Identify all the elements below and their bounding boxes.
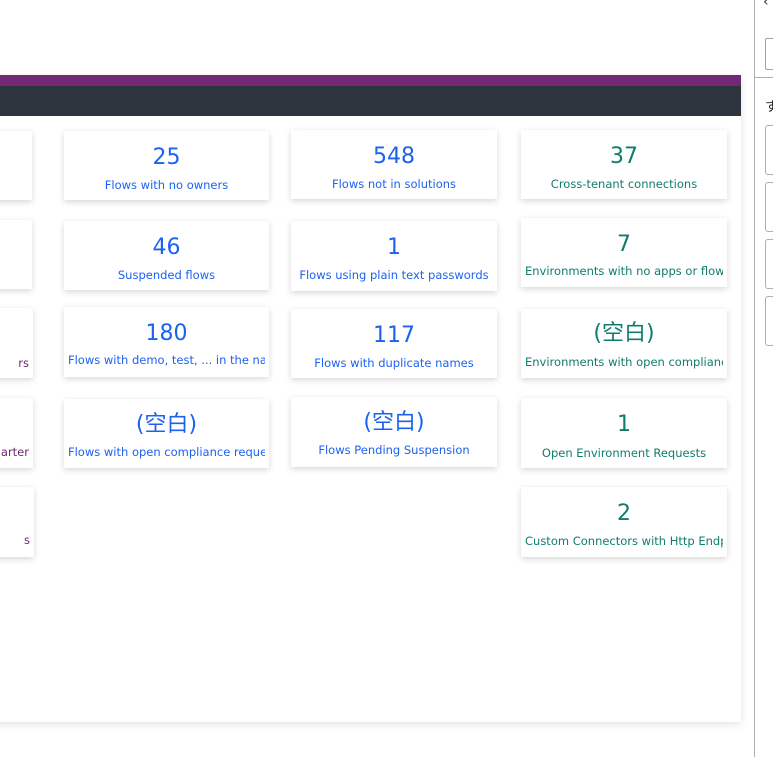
metric-label: Flows with demo, test, ... in the name bbox=[68, 353, 265, 367]
metric-label: Flows using plain text passwords bbox=[299, 268, 489, 282]
metric-value: (空白) bbox=[363, 410, 425, 435]
metric-label: Open Environment Requests bbox=[541, 446, 707, 460]
metric-label: Suspended flows bbox=[117, 268, 216, 282]
metric-label: Flows with no owners bbox=[104, 178, 229, 192]
metric-value: 180 bbox=[145, 321, 188, 346]
pane-card[interactable] bbox=[765, 296, 773, 346]
metric-value: 1 bbox=[617, 412, 631, 437]
search-input[interactable] bbox=[765, 38, 773, 70]
metric-label: Flows with open compliance reque... bbox=[68, 445, 265, 459]
metric-card-flows-demo-test[interactable]: 180 Flows with demo, test, ... in the na… bbox=[64, 307, 269, 377]
metric-value: 7 bbox=[617, 232, 631, 257]
chevron-left-icon[interactable]: ‹ bbox=[763, 0, 769, 10]
metric-card-partial[interactable]: uarter bbox=[0, 398, 33, 468]
metric-card-custom-connectors-http[interactable]: 2 Custom Connectors with Http Endp... bbox=[521, 487, 727, 557]
report-title-bar bbox=[0, 86, 741, 116]
metric-card-flows-duplicate-names[interactable]: 117 Flows with duplicate names bbox=[291, 309, 497, 378]
metric-label: Cross-tenant connections bbox=[550, 177, 698, 191]
pane-card[interactable] bbox=[765, 239, 773, 289]
pane-card[interactable] bbox=[765, 182, 773, 232]
metric-card-cross-tenant-connections[interactable]: 37 Cross-tenant connections bbox=[521, 130, 727, 199]
pane-divider bbox=[755, 77, 773, 78]
metric-value: 548 bbox=[373, 144, 415, 169]
report-canvas: rs uarter s 25 Flows with no owners 46 S… bbox=[0, 75, 741, 722]
metric-card-flows-plain-text-passwords[interactable]: 1 Flows using plain text passwords bbox=[291, 221, 497, 291]
metric-card-partial[interactable]: s bbox=[0, 487, 34, 557]
pane-section-label: す bbox=[765, 100, 773, 115]
metric-card-partial[interactable] bbox=[0, 220, 32, 289]
metric-label: Custom Connectors with Http Endp... bbox=[525, 534, 723, 548]
metric-label: Flows with duplicate names bbox=[314, 356, 474, 370]
metric-card-flows-not-in-solutions[interactable]: 548 Flows not in solutions bbox=[291, 130, 497, 199]
metric-value: 1 bbox=[387, 235, 401, 260]
right-pane: ‹ す bbox=[754, 0, 773, 757]
metric-card-open-environment-requests[interactable]: 1 Open Environment Requests bbox=[521, 398, 727, 468]
metric-card-environments-open-compliance[interactable]: (空白) Environments with open complianc... bbox=[521, 309, 727, 378]
metric-label: Flows not in solutions bbox=[331, 177, 457, 191]
metric-value: (空白) bbox=[593, 321, 655, 346]
metric-card-flows-pending-suspension[interactable]: (空白) Flows Pending Suspension bbox=[291, 397, 497, 467]
metric-card-environments-no-apps-flows[interactable]: 7 Environments with no apps or flows bbox=[521, 218, 727, 287]
metric-label: uarter bbox=[0, 445, 29, 459]
metric-value: 37 bbox=[610, 144, 638, 169]
report-page: rs uarter s 25 Flows with no owners 46 S… bbox=[0, 75, 741, 722]
metric-value: 25 bbox=[152, 145, 181, 170]
metric-card-partial[interactable]: rs bbox=[0, 308, 33, 378]
metric-label: s bbox=[24, 533, 30, 547]
metric-card-flows-open-compliance[interactable]: (空白) Flows with open compliance reque... bbox=[64, 399, 269, 468]
metric-value: (空白) bbox=[135, 412, 198, 437]
metric-label: Environments with open complianc... bbox=[525, 355, 723, 369]
metric-label: Environments with no apps or flows bbox=[525, 264, 723, 278]
metric-label: rs bbox=[18, 356, 29, 370]
metric-value: 46 bbox=[152, 235, 181, 260]
pane-card[interactable] bbox=[765, 125, 773, 175]
accent-bar bbox=[0, 75, 741, 86]
metric-card-suspended-flows[interactable]: 46 Suspended flows bbox=[64, 221, 269, 290]
metric-card-partial[interactable] bbox=[0, 131, 32, 200]
metric-value: 117 bbox=[373, 323, 415, 348]
metric-label: Flows Pending Suspension bbox=[318, 443, 470, 457]
metric-value: 2 bbox=[617, 501, 631, 526]
metric-card-flows-no-owners[interactable]: 25 Flows with no owners bbox=[64, 131, 269, 200]
